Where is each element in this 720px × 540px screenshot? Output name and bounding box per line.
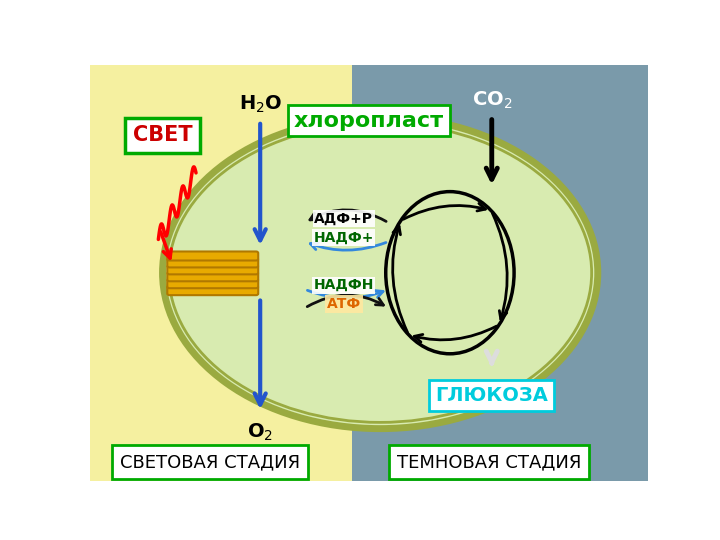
FancyBboxPatch shape (167, 252, 258, 260)
Text: НАДФН: НАДФН (314, 278, 374, 292)
Text: НАДФ+: НАДФ+ (314, 231, 374, 245)
Ellipse shape (163, 117, 598, 429)
Text: ТЕМНОВАЯ СТАДИЯ: ТЕМНОВАЯ СТАДИЯ (397, 453, 581, 471)
Bar (352, 65, 648, 481)
Text: СВЕТ: СВЕТ (132, 125, 192, 145)
Text: хлоропласт: хлоропласт (294, 111, 444, 131)
FancyBboxPatch shape (167, 286, 258, 295)
FancyBboxPatch shape (167, 279, 258, 288)
FancyBboxPatch shape (167, 259, 258, 267)
Text: H$_2$O: H$_2$O (238, 93, 282, 115)
Bar (90, 65, 352, 481)
FancyBboxPatch shape (167, 272, 258, 281)
Text: O$_2$: O$_2$ (247, 422, 273, 443)
Text: CO$_2$: CO$_2$ (472, 90, 512, 111)
Text: ГЛЮКОЗА: ГЛЮКОЗА (436, 386, 548, 405)
Text: АТФ: АТФ (327, 297, 361, 311)
Text: АДФ+Р: АДФ+Р (315, 212, 374, 226)
FancyBboxPatch shape (167, 265, 258, 274)
Text: СВЕТОВАЯ СТАДИЯ: СВЕТОВАЯ СТАДИЯ (120, 453, 300, 471)
